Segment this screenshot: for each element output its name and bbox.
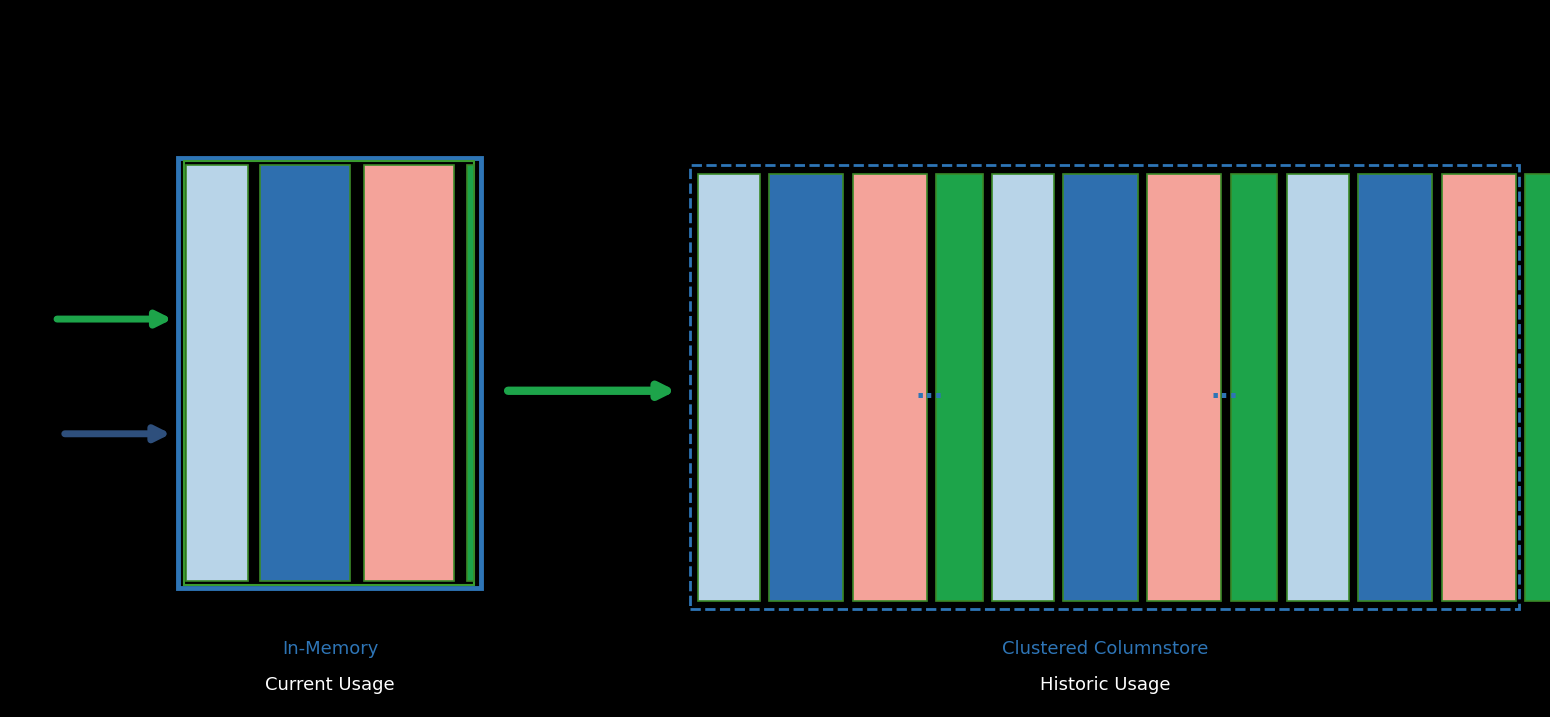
Bar: [1358, 174, 1432, 601]
Bar: [260, 165, 350, 581]
Bar: [184, 161, 474, 585]
Bar: [992, 174, 1054, 601]
Text: In-Memory: In-Memory: [282, 640, 378, 658]
Bar: [178, 158, 480, 588]
Bar: [936, 174, 983, 601]
Bar: [698, 174, 760, 601]
Bar: [1147, 174, 1221, 601]
Bar: [186, 165, 248, 581]
Text: Clustered Columnstore: Clustered Columnstore: [1001, 640, 1209, 658]
Bar: [1286, 174, 1348, 601]
Bar: [853, 174, 927, 601]
Bar: [1231, 174, 1277, 601]
Bar: [769, 174, 843, 601]
Bar: [1063, 174, 1138, 601]
Text: Current Usage: Current Usage: [265, 675, 395, 694]
Bar: [467, 165, 474, 581]
Bar: [1525, 174, 1550, 601]
Text: ...: ...: [1211, 379, 1238, 403]
Bar: [690, 165, 1519, 609]
Text: ...: ...: [916, 379, 944, 403]
Bar: [1442, 174, 1516, 601]
Text: Historic Usage: Historic Usage: [1040, 675, 1170, 694]
Bar: [364, 165, 454, 581]
